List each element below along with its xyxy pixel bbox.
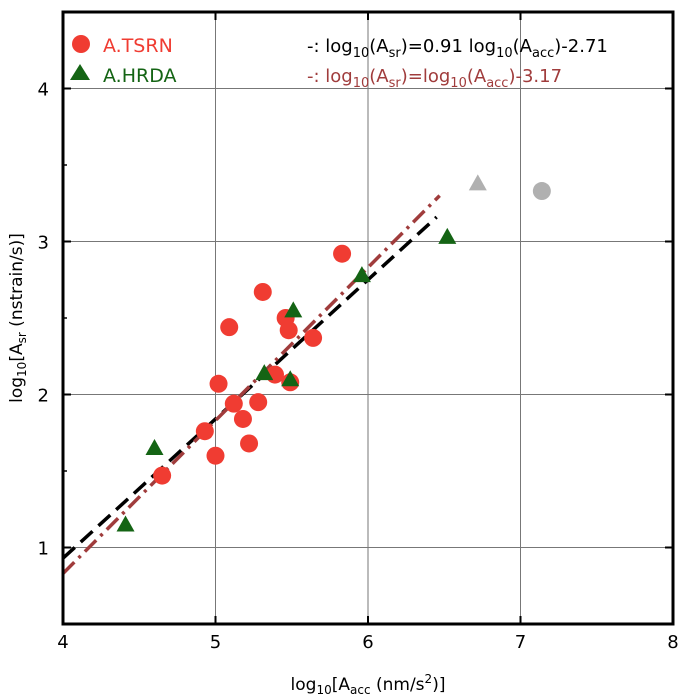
hrda-point [352, 266, 371, 283]
tsrn-point [304, 328, 323, 347]
y-tick-label: 1 [38, 539, 49, 560]
hrda-point [281, 370, 300, 387]
hrda-point [255, 364, 274, 381]
x-axis-label: log10[Aacc (nm/s2)] [291, 672, 446, 697]
y-tick-label: 4 [38, 80, 49, 101]
legend: A.TSRN A.HRDA [70, 35, 177, 87]
hrda-point [116, 515, 135, 532]
excluded-triangle-point [468, 174, 487, 191]
tsrn-point [279, 321, 298, 340]
tsrn-point [153, 466, 172, 485]
x-tick-label: 4 [57, 632, 68, 653]
x-tick-label: 7 [515, 632, 526, 653]
y-tick-label: 3 [38, 233, 49, 254]
tsrn-point [220, 318, 239, 337]
axis-ticks: 4 5 6 7 8 1 2 3 4 [38, 11, 679, 653]
tsrn-point [195, 422, 214, 441]
fit-equation-2: -: log10(Asr)=log10(Aacc)-3.17 [307, 66, 562, 91]
legend-marker-hrda [70, 64, 90, 80]
legend-label-tsrn: A.TSRN [103, 35, 173, 57]
fit-equation-1: -: log10(Asr)=0.91 log10(Aacc)-2.71 [307, 36, 608, 61]
fit-lines [61, 194, 441, 575]
tsrn-point [209, 374, 228, 393]
x-tick-label: 6 [362, 632, 373, 653]
tsrn-point [224, 394, 243, 413]
tsrn-point [333, 244, 352, 263]
tsrn-point [206, 446, 225, 465]
hrda-point [438, 227, 457, 244]
fit-2-line [61, 194, 441, 575]
tsrn-point [240, 434, 259, 453]
data-points [116, 174, 551, 532]
x-tick-label: 8 [667, 632, 678, 653]
y-axis-label: log10[Asr (nstrain/s)] [7, 233, 29, 403]
tsrn-point [253, 282, 272, 301]
hrda-point [284, 301, 303, 318]
tsrn-point [233, 409, 252, 428]
legend-label-hrda: A.HRDA [103, 65, 177, 87]
excluded-circle-point [532, 182, 551, 201]
hrda-point [145, 439, 164, 456]
y-tick-label: 2 [38, 386, 49, 407]
legend-marker-tsrn [72, 35, 90, 53]
x-tick-label: 5 [210, 632, 221, 653]
grid-lines [63, 12, 673, 624]
tsrn-point [249, 393, 268, 412]
